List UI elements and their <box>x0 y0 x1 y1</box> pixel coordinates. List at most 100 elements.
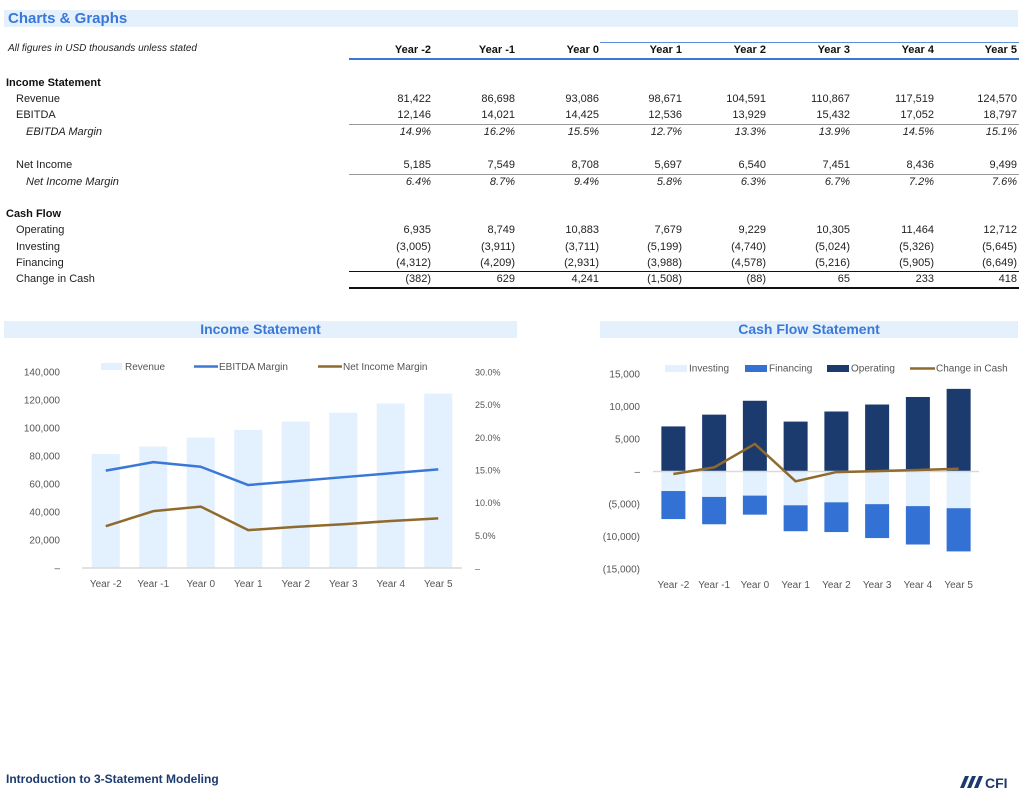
cashflow-chart-title-bar <box>600 321 1018 338</box>
y-tick-label: 40,000 <box>29 508 60 519</box>
legend-financing-swatch <box>745 365 767 372</box>
income-statement-chart: – 20,000 40,000 60,000 80,000 100,000 120,000 1… <box>24 362 501 590</box>
y2-tick-label: 10.0% <box>475 498 501 508</box>
investing-bar <box>783 471 808 506</box>
x-tick-label: Year 0 <box>741 580 770 591</box>
ebitda-row-value: 12,146 <box>397 109 431 121</box>
operating-bar <box>661 426 686 472</box>
financing-bar <box>824 502 849 533</box>
operating-bar <box>824 411 849 472</box>
investing-bar <box>946 471 971 509</box>
change-in-cash-line <box>673 442 959 483</box>
x-tick-label: Year 3 <box>329 579 358 590</box>
y-tick-label: 100,000 <box>24 424 61 435</box>
operating-row-value: 6,935 <box>403 224 431 236</box>
net-income-row-value: 7,451 <box>822 159 850 171</box>
operating-row-value: 10,883 <box>565 224 599 236</box>
revenue-bar <box>186 437 215 568</box>
year-header: Year 4 <box>901 44 934 56</box>
net-income-margin-row-value: 8.7% <box>489 176 515 188</box>
investing-row-value: (5,326) <box>899 241 934 253</box>
investing-row-value: (5,024) <box>815 241 850 253</box>
investing-bar <box>702 471 727 497</box>
change-in-cash-row-value: 4,241 <box>571 273 599 285</box>
revenue-row-value: 98,671 <box>648 93 682 105</box>
year-header: Year 3 <box>817 44 850 56</box>
footer-course-title: Introduction to 3-Statement Modeling <box>6 772 219 786</box>
ebitda-margin-row-value: 13.3% <box>734 126 766 138</box>
x-tick-label: Year 1 <box>234 579 263 590</box>
legend-investing-swatch <box>665 365 687 372</box>
net-income-row-value: 7,549 <box>487 159 515 171</box>
legend-investing-label: Investing <box>689 364 729 375</box>
revenue-row-value: 81,422 <box>397 93 431 105</box>
investing-row-value: (4,740) <box>731 241 766 253</box>
investing-row-label: Investing <box>16 241 61 253</box>
investing-row-value: (3,711) <box>564 241 599 253</box>
financing-row-value: (3,988) <box>647 257 682 269</box>
year-header: Year -1 <box>478 44 515 56</box>
investing-row-value: (3,005) <box>396 241 431 253</box>
ebitda-margin-row-value: 16.2% <box>483 126 515 138</box>
operating-bar <box>946 388 971 472</box>
y2-tick-label: 15.0% <box>475 466 501 476</box>
ebitda-margin-row-value: 13.9% <box>818 126 850 138</box>
y-tick-label: 20,000 <box>29 536 60 547</box>
y2-tick-label: – <box>475 564 480 574</box>
legend-net-income-label: Net Income Margin <box>343 362 427 373</box>
legend-ebitda-label: EBITDA Margin <box>219 362 288 373</box>
page-title-bar <box>4 10 1018 27</box>
operating-bar <box>905 396 930 472</box>
net-income-margin-line <box>105 505 439 532</box>
net-income-margin-row-value: 7.6% <box>991 176 1017 188</box>
year-header: Year 0 <box>566 44 599 56</box>
cfi-logo-icon: CFI <box>960 775 1008 791</box>
y-tick-label: (10,000) <box>603 532 640 543</box>
financing-row-value: (2,931) <box>564 257 599 269</box>
section-cash-flow: Cash Flow <box>6 208 62 220</box>
net-income-row-value: 8,708 <box>571 159 599 171</box>
operating-row-value: 9,229 <box>738 224 766 236</box>
page-title: Charts & Graphs <box>8 10 128 27</box>
change-in-cash-row-value: 233 <box>915 273 934 285</box>
net-income-margin-row-value: 9.4% <box>573 176 599 188</box>
revenue-bar <box>91 454 120 568</box>
operating-row-value: 8,749 <box>487 224 515 236</box>
y2-tick-label: 20.0% <box>475 433 501 443</box>
revenue-row-label: Revenue <box>16 93 61 105</box>
financing-row-label: Financing <box>16 257 64 269</box>
investing-row-value: (5,645) <box>982 241 1017 253</box>
forecast-header-line <box>600 42 1019 43</box>
operating-row-value: 11,464 <box>901 224 934 236</box>
ebitda-row-value: 17,052 <box>900 109 934 121</box>
revenue-row-value: 86,698 <box>481 93 515 105</box>
net-income-margin-row-label: Net Income Margin <box>26 176 119 188</box>
y-tick-label: – <box>634 467 640 478</box>
operating-row-label: Operating <box>16 224 65 236</box>
net-income-row-value: 5,185 <box>403 159 431 171</box>
net-income-rule <box>349 174 1019 175</box>
net-income-margin-row-value: 6.3% <box>740 176 766 188</box>
section-income-statement: Income Statement <box>6 77 101 89</box>
ebitda-row-value: 12,536 <box>648 109 682 121</box>
net-income-margin-row-value: 6.7% <box>824 176 850 188</box>
investing-bar <box>865 471 890 505</box>
x-tick-label: Year 3 <box>863 580 892 591</box>
x-tick-label: Year 5 <box>944 580 973 591</box>
financing-row-value: (6,649) <box>982 257 1017 269</box>
cfi-logo-text: CFI <box>985 775 1008 791</box>
year-header: Year 1 <box>649 44 682 56</box>
revenue-bar <box>234 429 263 568</box>
cfi-logo: CFI <box>958 772 1020 797</box>
net-income-margin-row-value: 6.4% <box>405 176 431 188</box>
financing-bar <box>702 496 727 525</box>
legend-revenue-label: Revenue <box>125 362 165 373</box>
revenue-bar <box>376 403 405 568</box>
cashflow-chart-title: Cash Flow Statement <box>738 321 880 337</box>
investing-bar <box>824 471 849 503</box>
y-tick-label: (15,000) <box>603 565 640 576</box>
net-income-row-value: 8,436 <box>906 159 934 171</box>
change-in-cash-row-value: 65 <box>837 273 850 285</box>
revenue-bar <box>424 393 453 568</box>
financing-bar <box>661 491 686 520</box>
